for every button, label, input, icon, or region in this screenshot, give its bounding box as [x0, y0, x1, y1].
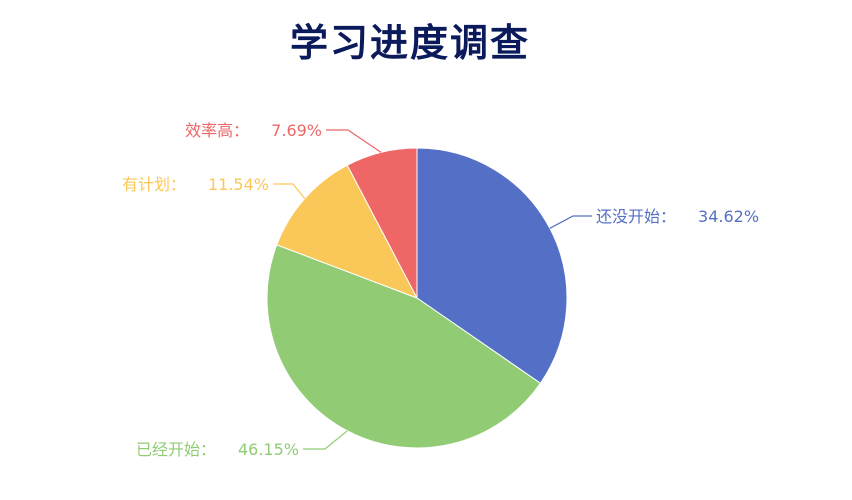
pie-slices: [266, 147, 568, 449]
slice-label-2: 已经开始： 46.15%: [136, 440, 299, 459]
pie-slice-3[interactable]: [276, 164, 419, 299]
slice-label-value: 46.15%: [238, 440, 299, 459]
leader-line-2: [303, 430, 348, 450]
slice-label-name: 有计划：: [122, 175, 186, 194]
leader-line-4: [326, 129, 382, 153]
slice-label-value: 7.69%: [271, 121, 322, 140]
leader-line-1: [549, 215, 592, 229]
pie-labels: 还没开始： 34.62% 已经开始： 46.15% 有计划： 11.54% 效率高： 7.69…: [122, 121, 759, 459]
slice-label-value: 11.54%: [208, 175, 269, 194]
chart-title: 学习进度调查: [289, 20, 530, 65]
slice-label-4: 效率高： 7.69%: [185, 121, 322, 140]
slice-label-3: 有计划： 11.54%: [122, 175, 269, 194]
slice-label-name: 效率高：: [185, 121, 249, 140]
slice-label-name: 已经开始：: [136, 440, 216, 459]
slice-label-value: 34.62%: [698, 207, 759, 226]
slice-label-1: 还没开始： 34.62%: [596, 207, 759, 226]
pie-slice-2[interactable]: [266, 244, 542, 449]
slice-label-name: 还没开始：: [596, 207, 676, 226]
leader-line-3: [273, 183, 306, 199]
